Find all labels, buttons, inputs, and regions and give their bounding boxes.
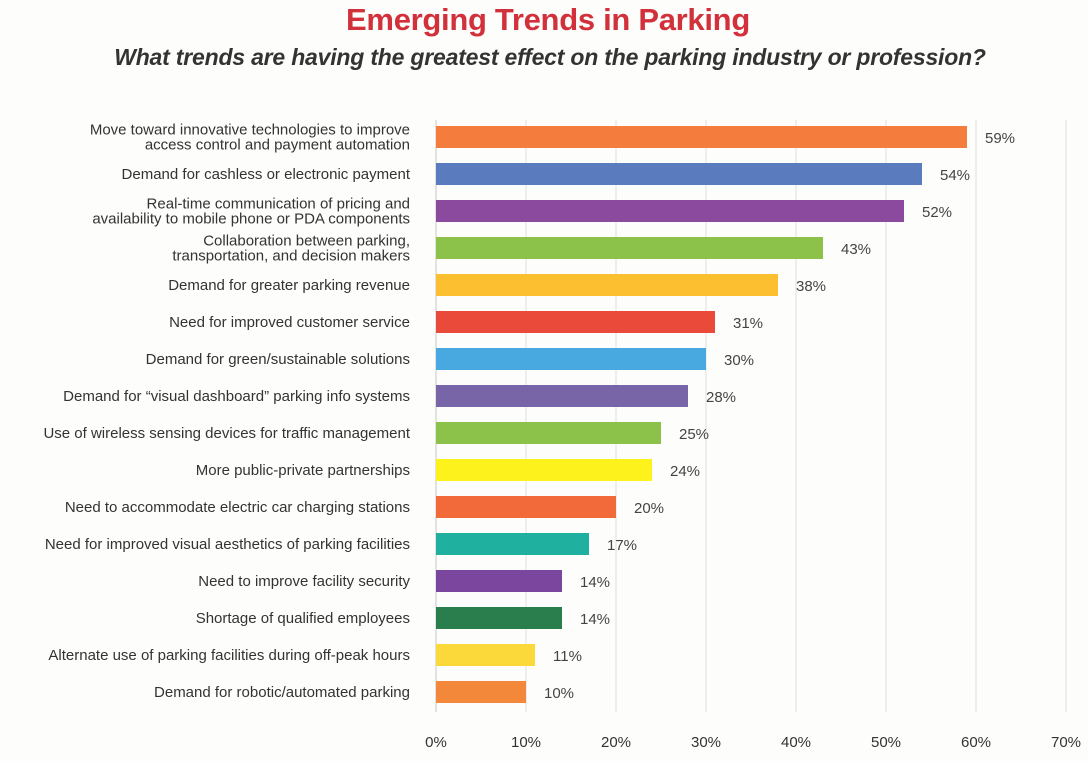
bar [436, 163, 922, 185]
category-label: Demand for robotic/automated parking [154, 684, 410, 701]
category-label: Real-time communication of pricing and [147, 196, 410, 213]
data-label: 28% [706, 389, 736, 406]
data-label: 14% [580, 611, 610, 628]
data-label: 17% [607, 537, 637, 554]
data-label: 54% [940, 167, 970, 184]
data-label: 14% [580, 574, 610, 591]
data-label: 10% [544, 685, 574, 702]
bar [436, 422, 661, 444]
x-tick-label: 10% [511, 734, 541, 751]
data-label: 20% [634, 500, 664, 517]
x-tick-label: 50% [871, 734, 901, 751]
data-label: 31% [733, 315, 763, 332]
bar [436, 200, 904, 222]
category-label: More public-private partnerships [196, 462, 410, 479]
category-label: access control and payment automation [145, 137, 410, 154]
category-label: Demand for greater parking revenue [168, 277, 410, 294]
x-tick-label: 20% [601, 734, 631, 751]
category-label: Demand for cashless or electronic paymen… [122, 166, 411, 183]
category-label: Move toward innovative technologies to i… [90, 122, 410, 139]
bar [436, 533, 589, 555]
data-label: 52% [922, 204, 952, 221]
category-label: Need for improved customer service [169, 314, 410, 331]
data-label: 25% [679, 426, 709, 443]
bar [436, 681, 526, 703]
data-label: 30% [724, 352, 754, 369]
bar [436, 274, 778, 296]
category-label: availability to mobile phone or PDA comp… [92, 211, 410, 228]
bar [436, 644, 535, 666]
data-label: 43% [841, 241, 871, 258]
bar [436, 348, 706, 370]
category-label: Need to accommodate electric car chargin… [65, 499, 410, 516]
bar [436, 496, 616, 518]
category-label: Need to improve facility security [198, 573, 410, 590]
x-tick-label: 40% [781, 734, 811, 751]
category-label: transportation, and decision makers [172, 248, 410, 265]
category-label: Collaboration between parking, [203, 233, 410, 250]
chart-title: Emerging Trends in Parking [346, 2, 750, 37]
bar [436, 459, 652, 481]
category-label: Need for improved visual aesthetics of p… [45, 536, 410, 553]
data-label: 24% [670, 463, 700, 480]
category-label: Alternate use of parking facilities duri… [48, 647, 410, 664]
chart-subtitle: What trends are having the greatest effe… [114, 44, 986, 70]
data-label: 38% [796, 278, 826, 295]
category-label: Shortage of qualified employees [196, 610, 410, 627]
bar [436, 607, 562, 629]
bar [436, 570, 562, 592]
category-label: Use of wireless sensing devices for traf… [43, 425, 410, 442]
x-tick-label: 60% [961, 734, 991, 751]
x-tick-label: 0% [425, 734, 447, 751]
bar [436, 385, 688, 407]
category-label: Demand for “visual dashboard” parking in… [63, 388, 410, 405]
category-label: Demand for green/sustainable solutions [146, 351, 410, 368]
x-tick-label: 30% [691, 734, 721, 751]
bar [436, 126, 967, 148]
data-label: 11% [553, 648, 582, 665]
x-tick-label: 70% [1051, 734, 1081, 751]
bar [436, 237, 823, 259]
data-label: 59% [985, 130, 1015, 147]
bar [436, 311, 715, 333]
